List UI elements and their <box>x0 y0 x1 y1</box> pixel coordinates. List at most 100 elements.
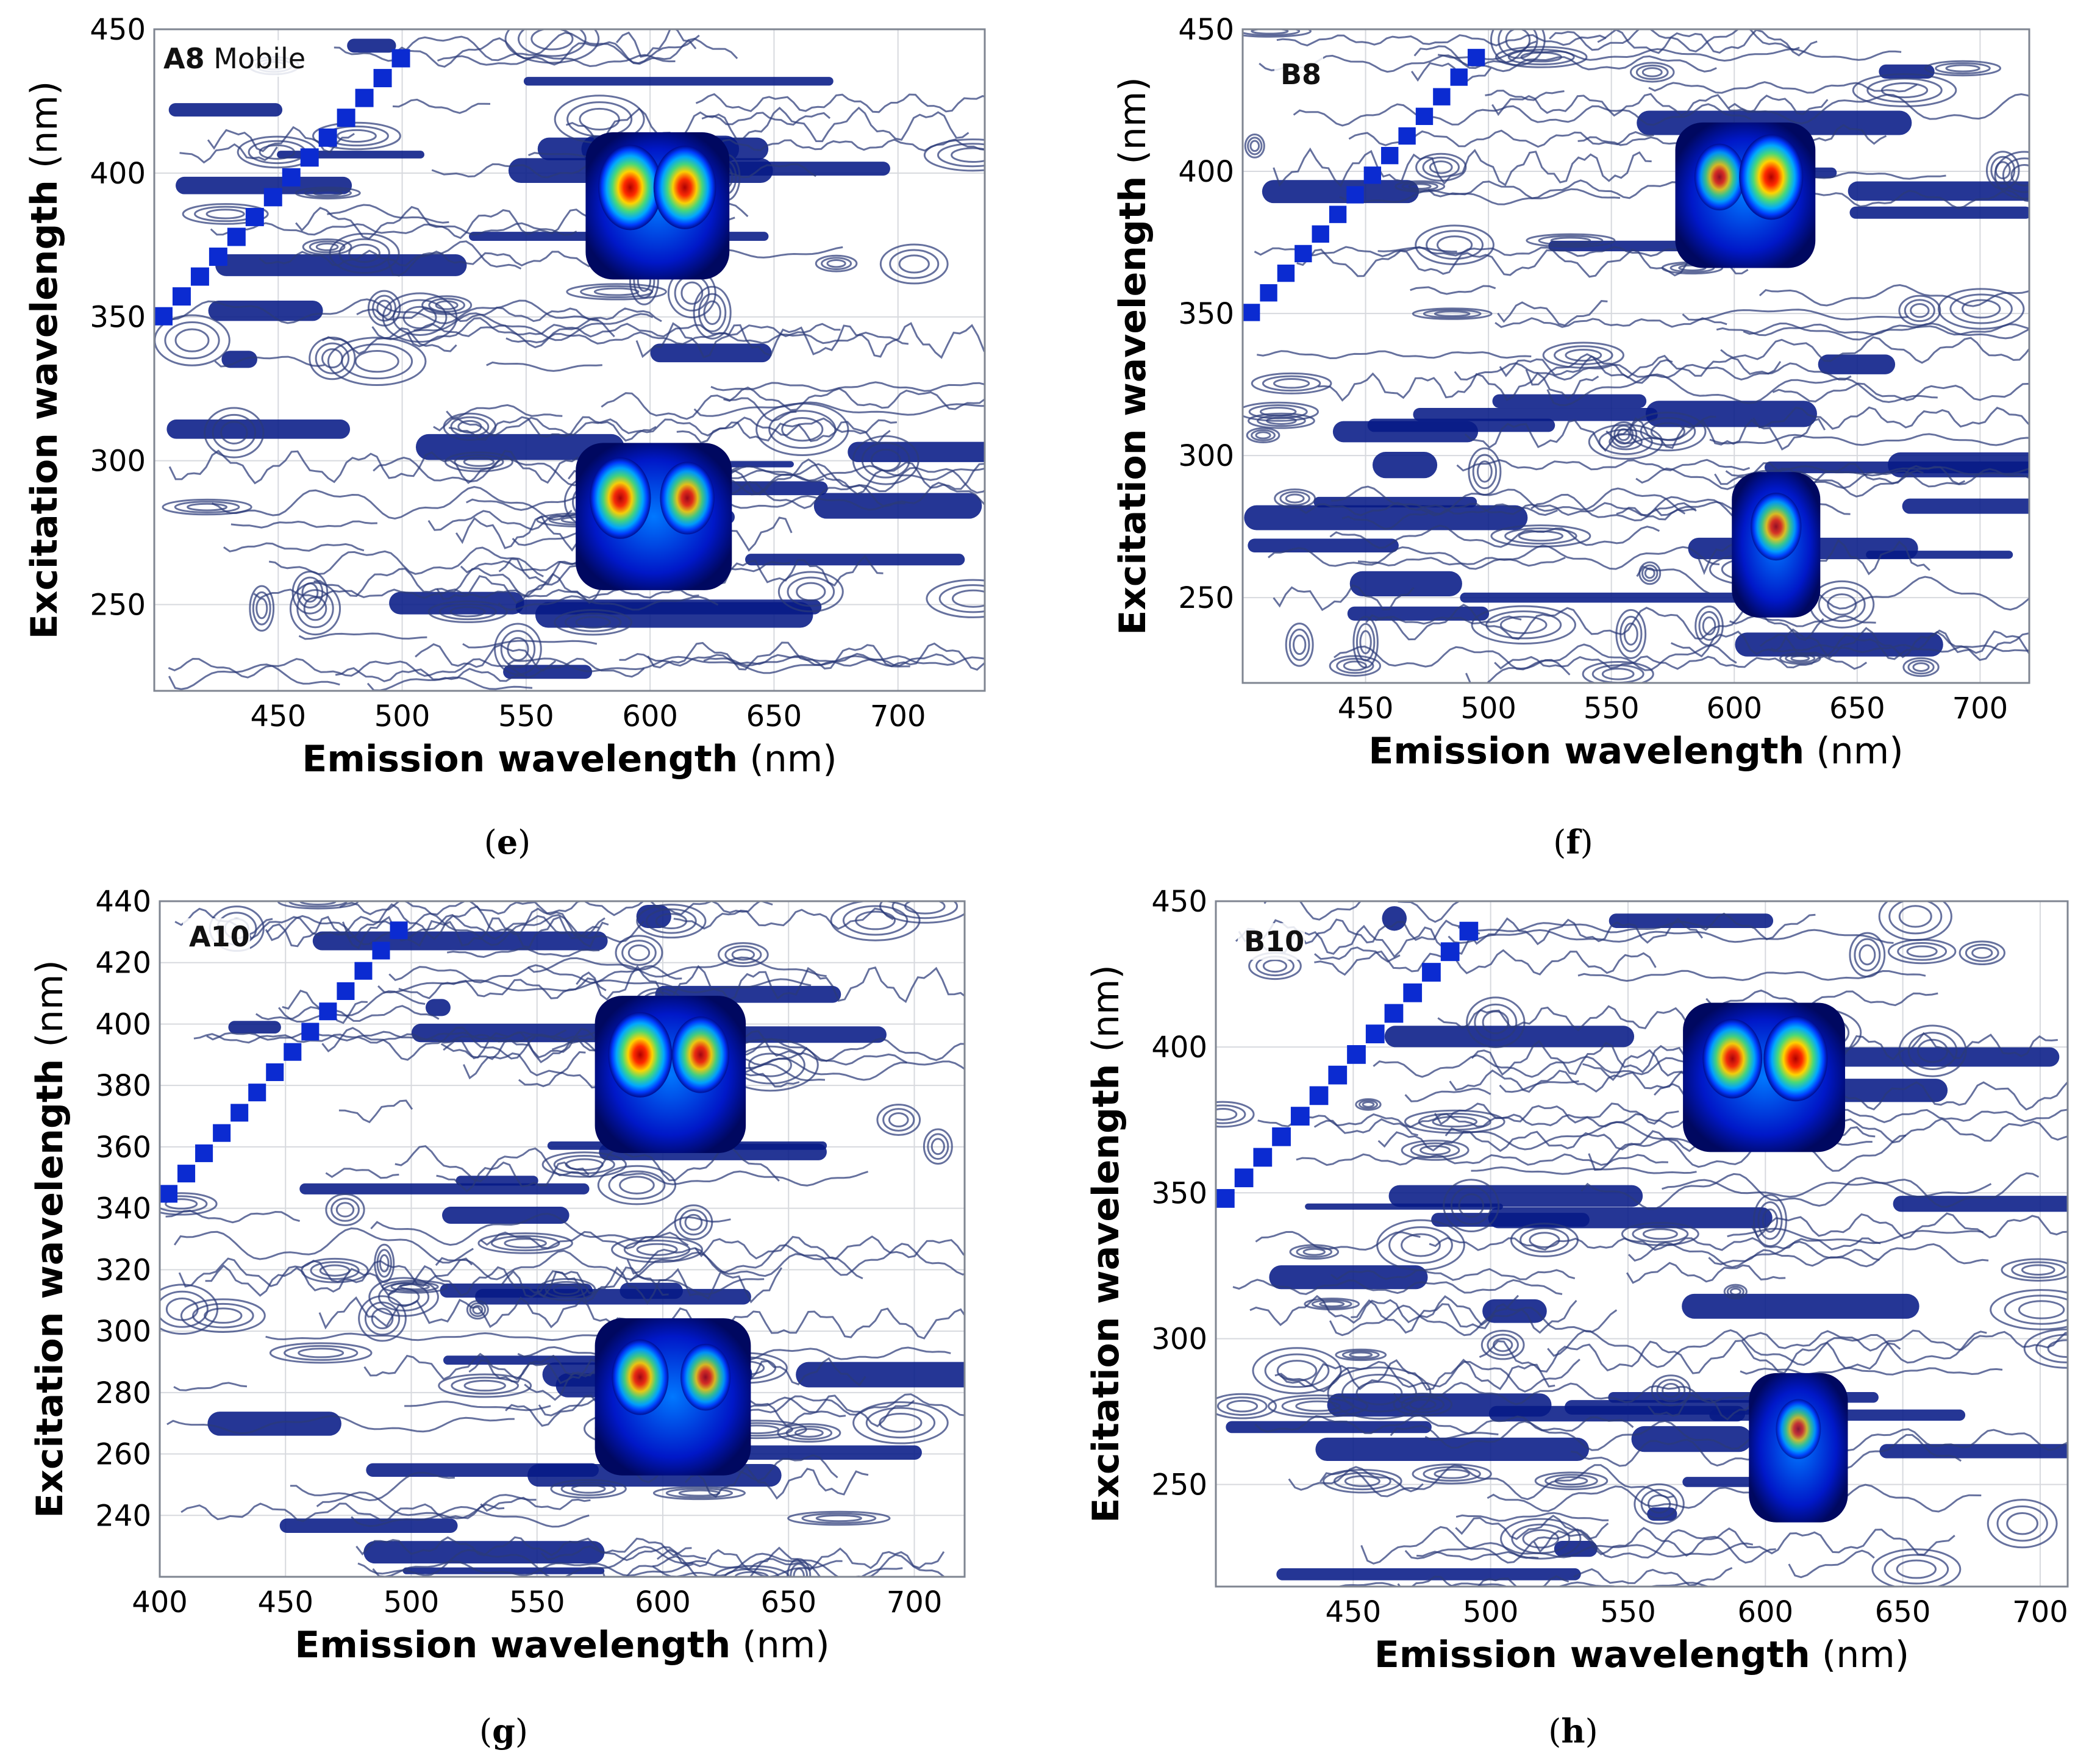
contour-loop <box>1323 1468 1402 1494</box>
contour-loop <box>1897 942 1948 961</box>
peak-spot <box>1751 493 1802 561</box>
contour-loop <box>796 582 826 602</box>
contour-loop <box>815 1514 862 1523</box>
y-tick-label: 400 <box>1178 155 1234 189</box>
contour-loop <box>1252 1347 1342 1394</box>
scatter-band <box>1609 913 1774 928</box>
contour-line <box>316 1491 537 1519</box>
contour-line <box>179 143 278 164</box>
scatter-band <box>1735 632 1943 657</box>
contour-loop <box>466 1299 489 1320</box>
contour-loop <box>1896 1559 1937 1579</box>
contour-line <box>1276 34 1607 47</box>
contour-line <box>1635 467 2029 490</box>
contour-loop <box>1311 1299 1352 1309</box>
contour-loop <box>289 582 341 636</box>
contour-line <box>576 965 965 1005</box>
contour-loop <box>1248 404 1308 420</box>
scatter-step <box>1384 1004 1404 1023</box>
contour-loop <box>951 147 985 163</box>
contour-loop <box>1362 1101 1375 1108</box>
contour-line <box>1457 921 1721 934</box>
scatter-band <box>176 176 352 195</box>
contour-line <box>1456 459 1750 472</box>
contour-loop <box>1518 530 1564 542</box>
contour-loop <box>1520 51 1562 63</box>
contour-loop <box>815 254 858 273</box>
contour-line <box>710 381 985 392</box>
scatter-band <box>1244 505 1528 530</box>
contour-loop <box>565 1158 604 1171</box>
contour-loop <box>1494 46 1588 68</box>
contour-loop <box>1961 299 2001 319</box>
contour-loop <box>1510 1223 1579 1257</box>
contour-line <box>1273 584 1415 612</box>
contour-loop <box>490 1235 560 1252</box>
scatter-step <box>391 49 410 68</box>
contour-line <box>173 1382 248 1391</box>
contour-line <box>1708 1249 1880 1267</box>
scatter-step <box>1415 107 1434 126</box>
scatter-step <box>1253 1148 1273 1167</box>
contour-loop <box>1898 1024 1967 1077</box>
contour-loop <box>1412 1463 1492 1485</box>
x-tick-label: 650 <box>1829 691 1885 726</box>
scatter-band <box>228 1021 281 1034</box>
contour-loop <box>450 416 490 437</box>
x-axis-title: Emission wavelength (nm) <box>1374 1634 1909 1676</box>
contour-line <box>1530 493 1740 522</box>
contour-line <box>435 1249 863 1280</box>
contour-loop <box>1538 235 1604 246</box>
contour-line <box>1263 901 1473 923</box>
contour-loop <box>1423 309 1482 319</box>
panel-label: (g) <box>479 1712 528 1751</box>
contour-loop <box>621 940 657 966</box>
contour-loop <box>1588 424 1663 460</box>
contour-line <box>619 652 955 667</box>
contour-loop <box>1615 609 1647 659</box>
contour-loop <box>1355 1380 1403 1405</box>
scatter-step <box>1328 1065 1348 1085</box>
scatter-step <box>1272 1127 1291 1146</box>
contour-loop <box>1264 1353 1330 1388</box>
contour-loop <box>310 1261 360 1280</box>
scatter-step <box>160 1185 178 1203</box>
contour-loop <box>312 121 401 151</box>
x-tick-label: 450 <box>257 1585 313 1619</box>
contour-loop <box>187 502 228 512</box>
peak-spot <box>598 145 663 230</box>
contour-loop <box>1642 1228 1678 1240</box>
contour-loop <box>566 283 667 301</box>
contour-loop <box>679 1209 708 1236</box>
contour-field <box>1216 901 2068 1587</box>
contour-loop <box>1916 1038 1949 1063</box>
contour-line <box>679 458 985 496</box>
scatter-band <box>1849 206 2029 219</box>
peak-spot <box>1702 1019 1763 1099</box>
contour-loop <box>1907 660 1935 675</box>
contour-loop <box>693 285 732 340</box>
contour-line <box>265 912 645 946</box>
scatter-band <box>1315 1437 1590 1462</box>
scatter-step <box>230 1104 249 1122</box>
contour-line <box>1410 62 1492 83</box>
contour-loop <box>593 287 640 296</box>
scatter-step <box>1294 245 1312 263</box>
contour-line <box>173 1227 474 1264</box>
contour-loop <box>160 1290 209 1328</box>
contour-loop <box>652 1486 746 1501</box>
contour-loop <box>882 1108 915 1132</box>
contour-loop <box>1610 421 1638 448</box>
contour-line <box>695 93 985 113</box>
contour-line <box>335 667 525 682</box>
contour-loop <box>530 29 574 51</box>
contour-loop <box>372 295 397 322</box>
contour-loop <box>1401 1140 1469 1161</box>
y-tick-label: 450 <box>1178 13 1234 47</box>
y-tick-label: 420 <box>95 946 151 980</box>
y-tick-label: 400 <box>95 1007 151 1041</box>
contour-line <box>1479 1340 1901 1374</box>
contour-loop <box>1945 64 1980 73</box>
contour-loop <box>295 187 361 200</box>
contour-loop <box>889 249 940 279</box>
